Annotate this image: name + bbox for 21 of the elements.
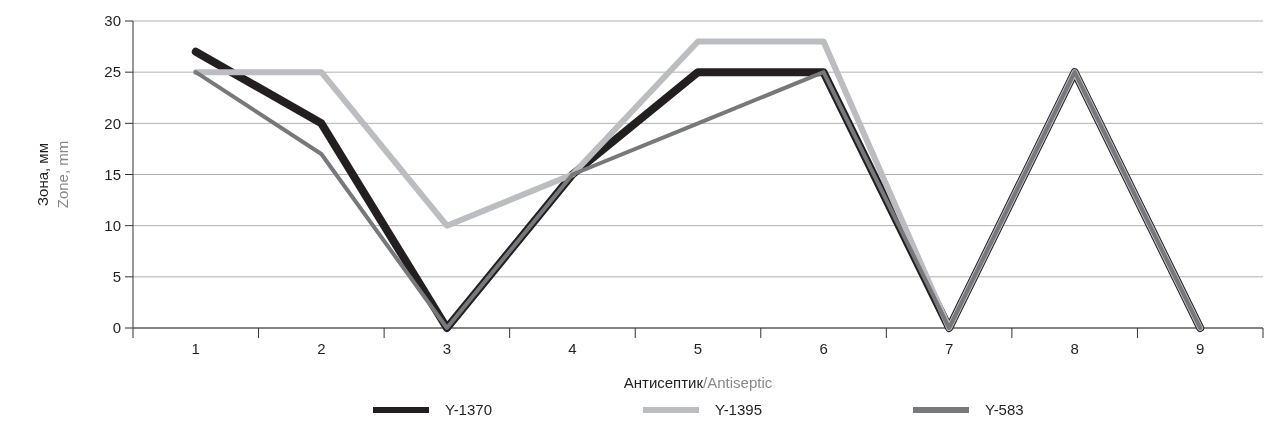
x-tick-label: 1 <box>191 340 200 357</box>
y-tick-label: 20 <box>104 114 121 132</box>
x-tick-label: 4 <box>568 340 577 357</box>
y-axis-title: Зона, мм Zone, mm <box>34 140 71 209</box>
y-tick-label: 0 <box>112 319 121 337</box>
x-tick-label: 7 <box>944 340 954 357</box>
legend-label: Y-1370 <box>445 401 492 419</box>
x-tick-label: 9 <box>1196 340 1205 357</box>
legend-label: Y-583 <box>985 401 1024 419</box>
x-tick-label: 6 <box>819 340 828 357</box>
x-tick-label: 5 <box>693 340 703 357</box>
x-axis-title: Антисептик/Antiseptic <box>623 374 773 391</box>
y-tick-label: 15 <box>104 165 121 183</box>
legend-label: Y-1395 <box>715 401 762 419</box>
y-tick-label: 30 <box>104 12 121 30</box>
x-tick-label: 3 <box>442 340 452 357</box>
x-tick-label: 2 <box>317 340 326 357</box>
y-tick-label: 25 <box>104 63 121 81</box>
x-tick-label: 8 <box>1070 340 1079 357</box>
y-tick-label: 5 <box>112 268 121 286</box>
y-tick-label: 10 <box>104 216 121 234</box>
